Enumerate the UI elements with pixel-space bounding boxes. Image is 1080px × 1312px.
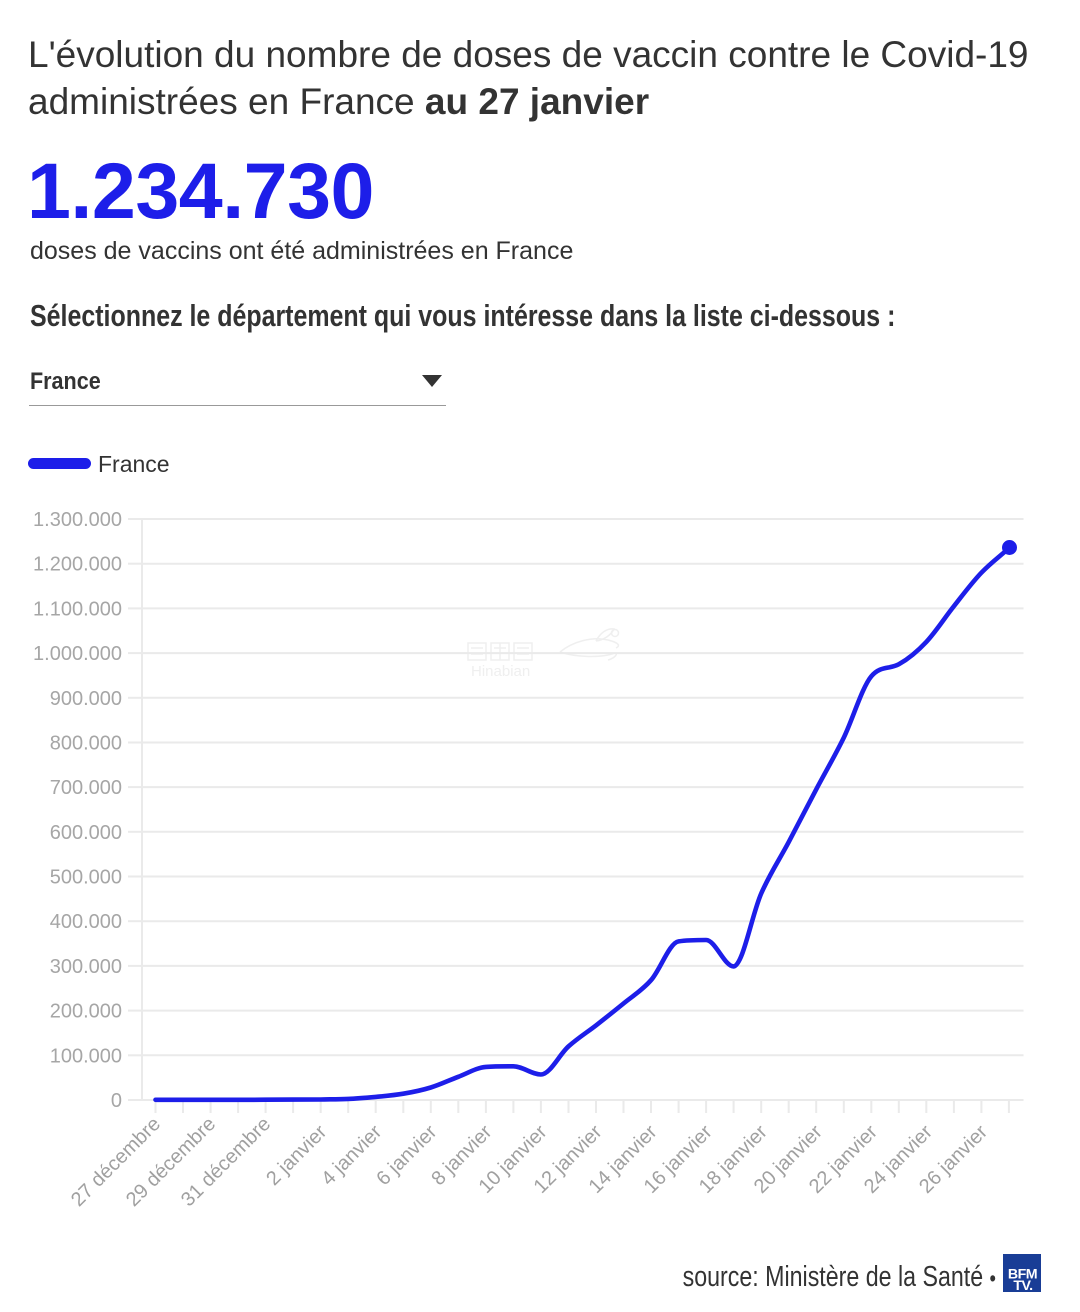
svg-text:100.000: 100.000 <box>50 1045 122 1067</box>
svg-text:800.000: 800.000 <box>50 733 122 755</box>
svg-text:1.200.000: 1.200.000 <box>33 554 122 576</box>
svg-text:6 janvier: 6 janvier <box>372 1121 441 1190</box>
svg-text:1.000.000: 1.000.000 <box>33 643 122 665</box>
svg-text:0: 0 <box>111 1090 122 1112</box>
svg-text:900.000: 900.000 <box>50 688 122 710</box>
svg-text:Hinabian: Hinabian <box>471 663 530 680</box>
svg-text:1.100.000: 1.100.000 <box>33 598 122 620</box>
svg-text:600.000: 600.000 <box>50 822 122 844</box>
svg-text:TV.: TV. <box>1013 1278 1032 1292</box>
svg-text:1.300.000: 1.300.000 <box>33 509 122 531</box>
svg-text:300.000: 300.000 <box>50 956 122 978</box>
svg-text:4 janvier: 4 janvier <box>317 1121 386 1190</box>
svg-text:BFM: BFM <box>1008 1267 1037 1283</box>
svg-text:700.000: 700.000 <box>50 777 122 799</box>
svg-text:400.000: 400.000 <box>50 911 122 933</box>
svg-text:200.000: 200.000 <box>50 1001 122 1023</box>
svg-text:500.000: 500.000 <box>50 867 122 889</box>
